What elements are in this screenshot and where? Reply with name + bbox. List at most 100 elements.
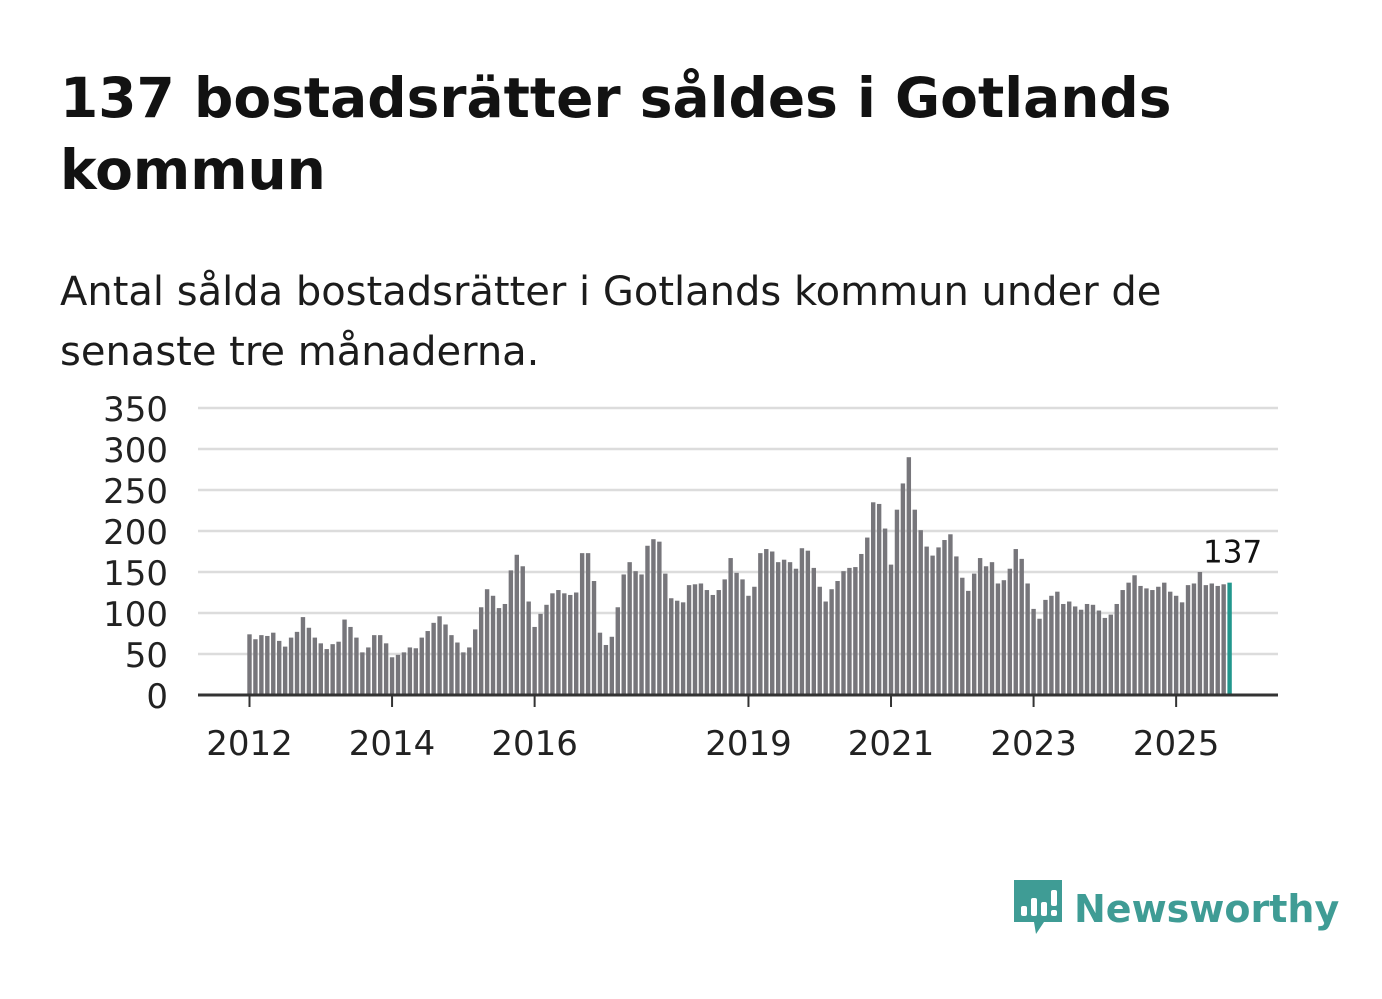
bar [764,549,769,695]
bar [680,602,686,695]
bar [692,584,698,695]
bar [1197,572,1203,695]
bar [787,562,793,695]
bar [437,616,442,695]
bar [484,589,490,695]
bar [556,590,561,695]
bar [478,607,484,695]
bar [657,541,662,695]
bar [550,593,555,695]
gridlines [198,406,1278,656]
bar [651,539,656,695]
page-title: 137 bostadsrätter såldes i Gotlands komm… [60,66,1172,202]
bar [383,643,389,695]
bar [758,553,763,695]
bar [966,590,971,695]
bar [247,634,252,695]
bar [847,567,852,695]
bar [627,562,632,695]
bar [1168,591,1173,695]
bar [1072,606,1078,695]
bar [1108,614,1113,695]
bar [395,654,401,695]
bar [532,626,537,695]
bar [342,619,347,695]
bar [1096,610,1102,695]
bar [288,637,294,695]
x-tick-label: 2021 [848,724,935,764]
bar [829,589,834,695]
bar [277,640,282,695]
annotations: 137 [1203,535,1262,571]
bar [686,585,692,695]
bar [853,567,858,695]
bar [722,579,727,695]
bar [746,595,751,695]
bar [526,601,531,695]
bar [734,572,739,695]
bar [490,595,496,695]
bar [538,613,543,695]
bar [1025,583,1030,695]
bar [461,652,466,695]
bar [728,558,733,695]
bar [574,592,579,695]
bar [259,635,264,695]
bar [633,571,638,695]
bar [663,573,668,695]
bar [1037,618,1042,695]
bar [918,530,923,695]
bar [568,594,573,695]
bar [669,598,674,695]
bar [924,546,929,695]
bar [443,624,448,695]
bar [1102,617,1108,695]
bar [704,590,710,695]
y-tick-label: 200 [103,513,168,553]
bar [1007,568,1013,695]
bar [425,631,430,695]
bar [995,583,1001,695]
bar [318,643,323,695]
bar [431,622,436,695]
y-tick-label: 350 [103,390,168,430]
bar [942,540,947,695]
bar [413,648,419,695]
bar [770,551,775,695]
x-axis [198,693,1278,707]
x-tick-label: 2012 [206,724,293,764]
bar [859,553,864,695]
bar [348,626,353,695]
bar [1013,549,1018,695]
bar [1215,585,1220,695]
bar [520,566,525,695]
bar [1114,603,1119,695]
bar [775,562,781,695]
bar [983,566,989,695]
bar [1061,603,1066,695]
bar [1173,595,1179,695]
bar [1150,590,1155,695]
y-tick-label: 0 [146,677,168,717]
bar [1084,603,1090,695]
bar [455,642,460,695]
y-tick-label: 50 [125,636,168,676]
bar [419,637,424,695]
bar [360,652,365,695]
bar [930,555,935,695]
bar [306,627,312,695]
bar [876,503,882,695]
bar [366,647,371,695]
bar [1090,604,1096,695]
chart-subtitle: Antal sålda bostadsrätter i Gotlands kom… [60,269,1162,375]
bar [674,600,680,695]
bar [253,639,258,695]
bar [1156,586,1161,695]
bar [799,548,805,695]
bar [1055,591,1060,695]
bar [841,571,846,695]
bar [1043,599,1048,695]
bar [936,547,941,695]
bar [1185,585,1191,695]
